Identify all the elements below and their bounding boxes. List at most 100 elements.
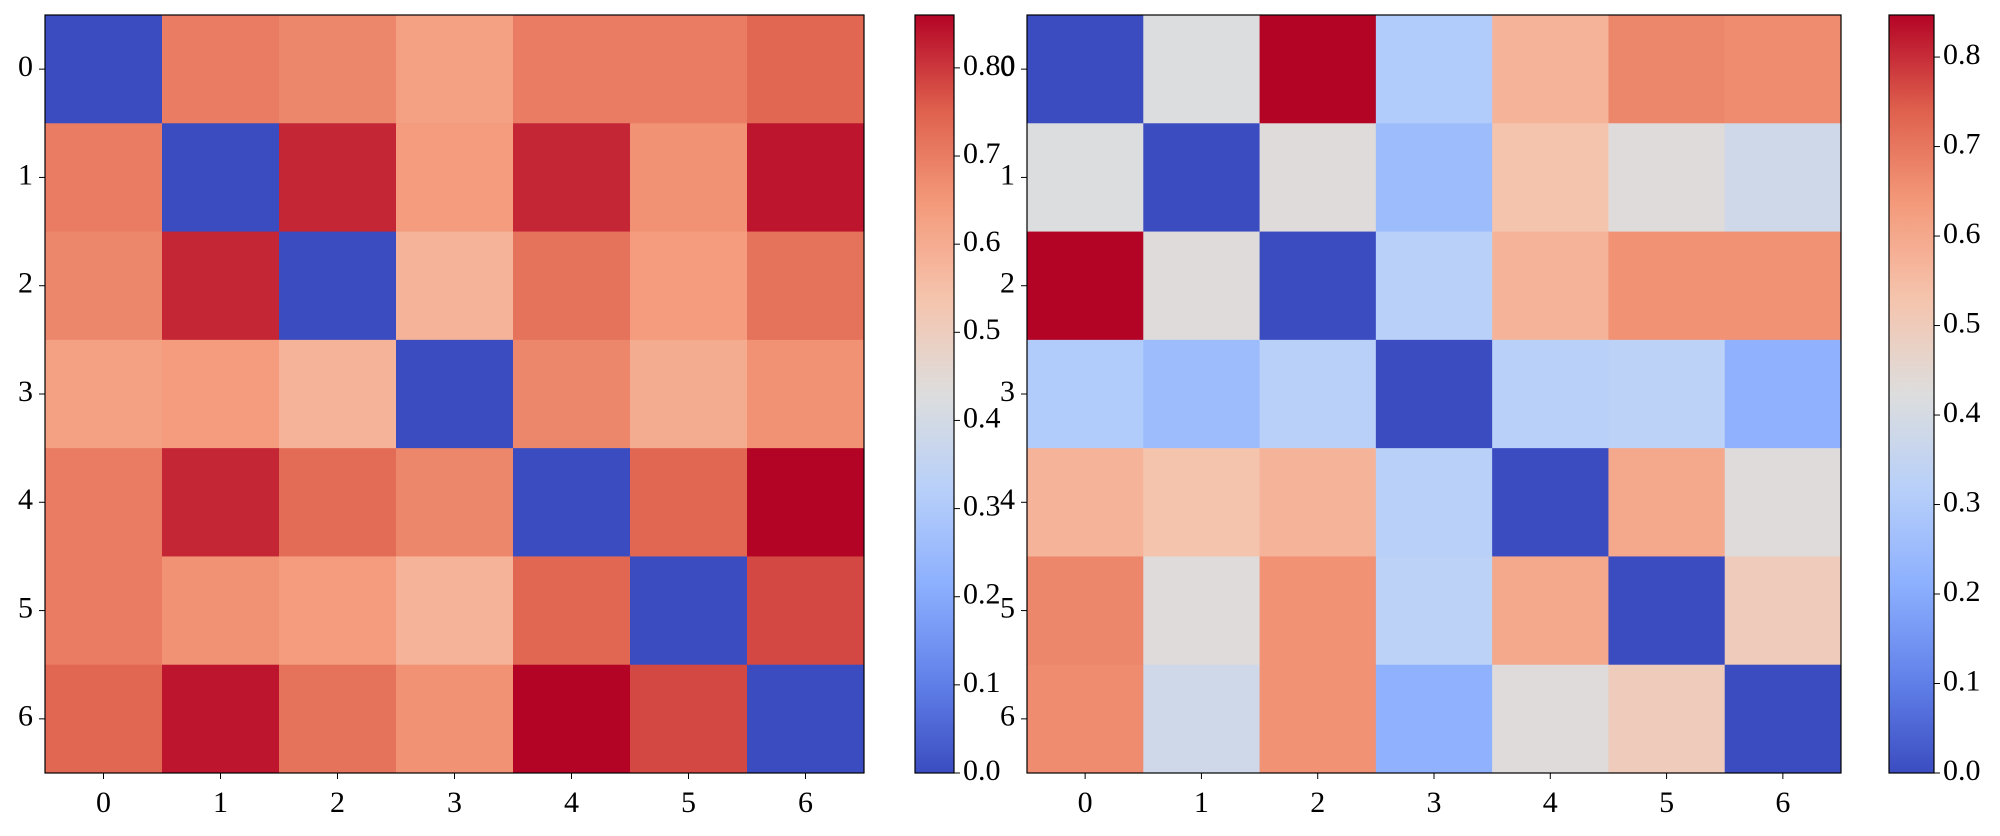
heatmap-cell (1259, 448, 1377, 557)
heatmap-cell (1608, 664, 1726, 774)
heatmap-cell (513, 15, 631, 124)
heatmap-cell (1375, 339, 1493, 449)
heatmap-cell (1143, 664, 1261, 774)
colorbar-tick-label: 0.2 (963, 578, 1001, 611)
colorbar-tick-label: 0.6 (1943, 217, 1981, 250)
heatmap-cell (1375, 556, 1493, 666)
heatmap-cell (162, 556, 280, 666)
colorbar (914, 14, 955, 774)
heatmap-cell (1027, 15, 1144, 124)
heatmap-cell (1143, 448, 1261, 557)
y-tick-label: 3 (18, 375, 33, 408)
y-tick-label: 0 (1000, 50, 1015, 83)
x-tick-label: 2 (330, 786, 345, 819)
heatmap-cell (45, 123, 163, 233)
heatmap-cell (1724, 339, 1842, 449)
x-tick-label: 6 (798, 786, 813, 819)
colorbar-tick-label: 0.80 (963, 49, 1016, 82)
x-tick-label: 4 (564, 786, 579, 819)
heatmap-cell (1608, 339, 1726, 449)
heatmap-cell (279, 339, 397, 449)
heatmap-cell (279, 15, 397, 124)
heatmap-cell (1027, 339, 1144, 449)
heatmap-cell (45, 448, 163, 557)
x-tick-label: 1 (1194, 786, 1209, 819)
heatmap-cell (1724, 556, 1842, 666)
y-tick-label: 6 (1000, 700, 1015, 733)
heatmap-cell (630, 123, 748, 233)
heatmap-cell (513, 556, 631, 666)
heatmap-cell (162, 339, 280, 449)
y-tick-label: 1 (18, 158, 33, 191)
colorbar-tick-label: 0.4 (1943, 396, 1981, 429)
heatmap-cell (1724, 123, 1842, 233)
heatmap-cell (279, 231, 397, 341)
x-tick-label: 4 (1543, 786, 1558, 819)
heatmap-cell (513, 231, 631, 341)
heatmap-cell (396, 231, 514, 341)
y-tick-label: 1 (1000, 158, 1015, 191)
x-tick-label: 5 (681, 786, 696, 819)
colorbar-tick-label: 0.3 (1943, 485, 1981, 518)
heatmap-cell (1375, 231, 1493, 341)
colorbar-tick-label: 0.1 (1943, 664, 1981, 697)
heatmap-cell (162, 664, 280, 774)
heatmap-cell (1608, 448, 1726, 557)
heatmap-cell (279, 664, 397, 774)
x-tick-label: 3 (447, 786, 462, 819)
heatmap-cell (630, 664, 748, 774)
colorbar-tick-label: 0.5 (1943, 306, 1981, 339)
y-tick-label: 6 (18, 700, 33, 733)
heatmap-cell (747, 339, 865, 449)
x-tick-label: 0 (96, 786, 111, 819)
colorbar-tick-label: 0.5 (963, 313, 1001, 346)
x-tick-label: 5 (1659, 786, 1674, 819)
x-tick-label: 0 (1078, 786, 1093, 819)
colorbar-tick-label: 0.4 (963, 401, 1001, 434)
y-tick-label: 2 (1000, 267, 1015, 300)
heatmap-cell (513, 339, 631, 449)
heatmap-cell (45, 231, 163, 341)
heatmap-cell (1724, 664, 1842, 774)
heatmap-cell (747, 231, 865, 341)
y-tick-label: 4 (18, 483, 33, 516)
heatmap-cell (45, 556, 163, 666)
heatmap-cell (1724, 231, 1842, 341)
heatmap-cell (1143, 556, 1261, 666)
y-tick-label: 0 (18, 50, 33, 83)
heatmap-cell (162, 123, 280, 233)
heatmap-cell (1259, 556, 1377, 666)
heatmap-cell (1259, 123, 1377, 233)
heatmap-cell (279, 556, 397, 666)
heatmap-cell (279, 448, 397, 557)
heatmap-cell (1259, 15, 1377, 124)
colorbar-tick-label: 0.6 (963, 225, 1001, 258)
heatmap-cell (630, 231, 748, 341)
x-tick-label: 3 (1427, 786, 1442, 819)
colorbar-tick-label: 0.7 (963, 137, 1001, 170)
heatmap-cell (45, 15, 163, 124)
heatmap-cell (162, 231, 280, 341)
heatmap-cell (1724, 448, 1842, 557)
y-tick-label: 2 (18, 267, 33, 300)
heatmap-cell (1143, 15, 1261, 124)
heatmap-cell (747, 664, 865, 774)
heatmap-cell (1608, 15, 1726, 124)
heatmap-cell (1724, 15, 1842, 124)
colorbar-tick-label: 0.0 (963, 754, 1001, 787)
heatmap-cell (162, 15, 280, 124)
colorbar-tick-label: 0.7 (1943, 127, 1981, 160)
heatmap-cell (1027, 556, 1144, 666)
heatmap-cell (1027, 664, 1144, 774)
heatmap-cell (1492, 123, 1609, 233)
heatmap-cell (1143, 339, 1261, 449)
heatmap-cell (396, 123, 514, 233)
heatmap-cell (1027, 448, 1144, 557)
heatmap-cell (279, 123, 397, 233)
heatmap-cell (1027, 123, 1144, 233)
x-tick-label: 2 (1310, 786, 1325, 819)
heatmap-cell (630, 339, 748, 449)
heatmap-cell (630, 448, 748, 557)
heatmap-cell (1143, 231, 1261, 341)
heatmap-cell (1608, 231, 1726, 341)
